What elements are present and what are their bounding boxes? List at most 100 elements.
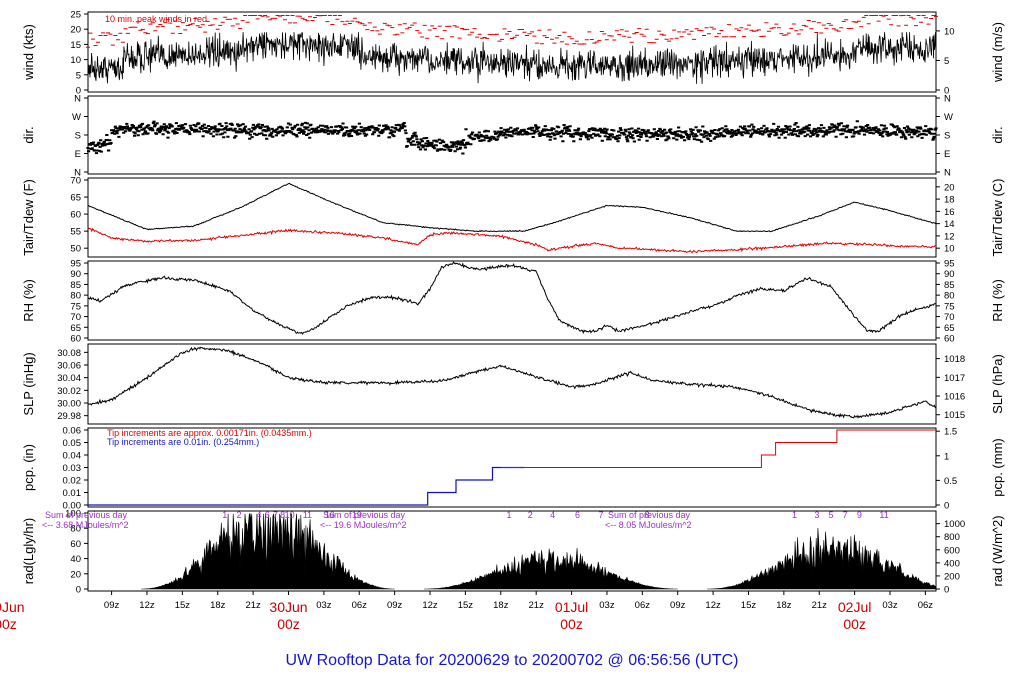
tick-label: 90 — [70, 269, 81, 280]
uv-label: 5 — [829, 510, 834, 520]
uv-label: 6 — [575, 510, 580, 520]
tick-label: 1 — [944, 451, 949, 462]
tick-label: 65 — [70, 193, 81, 204]
tick-label: 5 — [944, 56, 949, 67]
rh-ylabel-right: RH (%) — [990, 279, 1005, 322]
uv-label: 7 — [599, 510, 604, 520]
x-hour-label: 03z — [882, 600, 898, 611]
wind-ylabel-right: wind (m/s) — [990, 22, 1005, 83]
tick-label: 70 — [70, 176, 81, 187]
rh-line — [87, 261, 937, 335]
uv-label: 10 — [285, 510, 295, 520]
x-hour-label: 15z — [458, 600, 474, 611]
tick-label: E — [944, 149, 950, 160]
tick-label: 50 — [70, 244, 81, 255]
uv-label: 9 — [857, 510, 862, 520]
rad-ylabel-right: rad (W/m^2) — [990, 515, 1005, 586]
panel-frames — [87, 11, 937, 592]
tick-label: 0.02 — [63, 476, 82, 487]
tick-label: W — [72, 112, 81, 123]
tick-label: S — [75, 131, 81, 142]
rad-sum-line2: <-- 8.05 MJoules/m^2 — [605, 520, 692, 530]
tick-label: 29.98 — [57, 411, 81, 422]
x-date-sub: 00z — [0, 616, 17, 632]
tick-label: 1000 — [944, 519, 965, 530]
x-hour-label: 06z — [352, 600, 368, 611]
tick-label: 65 — [944, 323, 955, 334]
wind-ylabel-left: wind (kts) — [21, 24, 36, 81]
tick-label: 0 — [944, 501, 949, 512]
tick-label: 85 — [70, 280, 81, 291]
tick-label: 60 — [70, 210, 81, 221]
tick-label: 75 — [944, 301, 955, 312]
x-hour-label: 21z — [812, 600, 828, 611]
x-date-sub: 00z — [560, 616, 583, 632]
uv-label: 8 — [645, 510, 650, 520]
pcp-ylabel-left: pcp. (in) — [21, 444, 36, 491]
radiation-area-day-3 — [707, 527, 937, 590]
tick-label: 30.08 — [57, 348, 81, 359]
x-hour-label: 15z — [175, 600, 191, 611]
direction-marks — [86, 120, 938, 155]
tick-label: 400 — [944, 558, 960, 569]
wind-peak-marks — [86, 15, 938, 48]
uv-label: 7 — [273, 510, 278, 520]
uv-label: 2 — [528, 510, 533, 520]
tick-label: 65 — [70, 323, 81, 334]
x-hour-label: 06z — [635, 600, 651, 611]
chart-title: UW Rooftop Data for 20200629 to 20200702… — [286, 652, 739, 669]
tick-label: 20 — [70, 569, 81, 580]
tick-label: 0.5 — [944, 476, 957, 487]
tick-label: 600 — [944, 545, 960, 556]
panel-frame-wind — [87, 11, 937, 93]
tick-label: 70 — [70, 312, 81, 323]
x-date-label: 29Jun — [0, 599, 25, 615]
tick-label: 10 — [944, 26, 955, 37]
rad-sum-line1: Sum of previous day — [323, 510, 406, 520]
x-hour-label: 09z — [670, 600, 686, 611]
tick-label: 80 — [70, 291, 81, 302]
x-date-label: 02Jul — [838, 599, 871, 615]
tick-label: 0 — [944, 585, 949, 596]
wind-note: 10 min. peak winds in red — [105, 14, 207, 24]
pcp-note-blue: Tip increments are 0.01in. (0.254mm.) — [107, 437, 259, 447]
tick-label: 20 — [70, 25, 81, 36]
x-hour-label: 18z — [776, 600, 792, 611]
radiation-area-day-2 — [424, 547, 678, 590]
tick-label: 20 — [944, 182, 955, 193]
tick-label: 0 — [76, 86, 81, 97]
tick-label: 16 — [944, 207, 955, 218]
x-date-sub: 00z — [277, 616, 300, 632]
tick-label: 10 — [70, 55, 81, 66]
uv-label: 4 — [550, 510, 555, 520]
tick-label: 30.00 — [57, 399, 81, 410]
temp-ylabel-right: Tair/Tdew (C) — [990, 178, 1005, 256]
pcp-blue-line — [88, 466, 525, 506]
x-hour-label: 18z — [210, 600, 226, 611]
tick-label: 30.02 — [57, 386, 81, 397]
rad-sum-line2: <-- 19.6 MJoules/m^2 — [320, 520, 407, 530]
tick-label: 80 — [944, 291, 955, 302]
tick-label: 0 — [944, 86, 949, 97]
tick-label: E — [75, 149, 81, 160]
rad-sum-line1: Sum of previous day — [45, 510, 128, 520]
uv-label: 7 — [843, 510, 848, 520]
tick-label: 200 — [944, 571, 960, 582]
uv-label: 4 — [257, 510, 262, 520]
pcp-note-red: Tip increments are approx. 0.00171in. (0… — [107, 428, 312, 438]
tick-label: 0.05 — [63, 438, 82, 449]
tick-label: 40 — [70, 554, 81, 565]
tdew-line — [87, 226, 937, 254]
panel-frame-rad — [87, 510, 937, 592]
slp-ylabel-left: SLP (inHg) — [21, 352, 36, 415]
slp-ylabel-right: SLP (hPa) — [990, 354, 1005, 414]
tick-label: 0.06 — [63, 426, 82, 437]
x-hour-label: 09z — [104, 600, 120, 611]
tick-label: N — [944, 94, 951, 105]
uv-label: 19 — [352, 510, 362, 520]
uv-label: 3 — [814, 510, 819, 520]
tick-label: W — [944, 112, 953, 123]
slp-line — [87, 346, 937, 419]
